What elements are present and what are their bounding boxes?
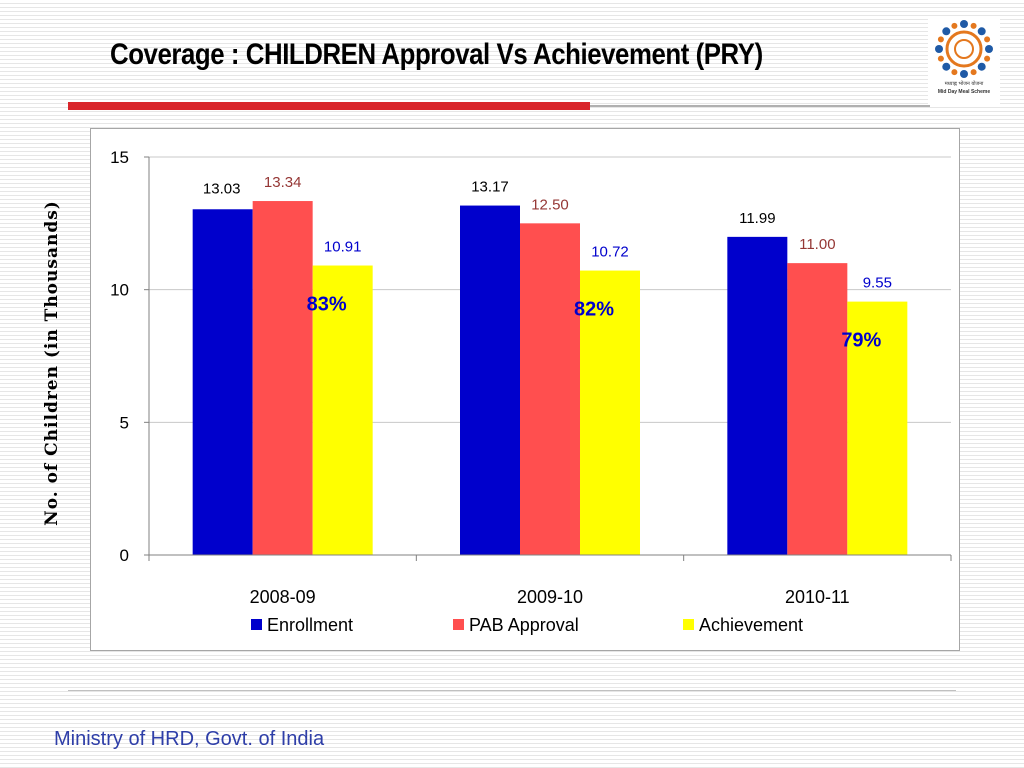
data-label-enrollment-2009-10: 13.17 — [471, 179, 509, 196]
data-label-achievement-2010-11: 9.55 — [863, 275, 892, 292]
bar-achievement-2009-10 — [580, 270, 640, 555]
y-tick-label-15: 15 — [110, 148, 129, 167]
data-label-enrollment-2008-09: 13.03 — [203, 180, 241, 197]
slide-title: Coverage : CHILDREN Approval Vs Achievem… — [110, 38, 763, 71]
data-label-pab-approval-2010-11: 11.00 — [799, 236, 835, 253]
bar-achievement-2008-09 — [312, 265, 373, 555]
logo-caption-hindi: मध्याह्न भोजन योजना — [944, 81, 984, 87]
footer-divider — [68, 690, 956, 691]
percent-annotation-2008-09: 83% — [307, 294, 347, 316]
logo-caption-english: Mid Day Meal Scheme — [937, 89, 991, 95]
legend-label-pab-approval: PAB Approval — [469, 615, 579, 635]
bar-enrollment-2009-10 — [460, 205, 520, 555]
footer-text: Ministry of HRD, Govt. of India — [54, 728, 325, 750]
title-underline-red — [68, 102, 590, 110]
data-label-pab-approval-2009-10: 12.50 — [531, 196, 569, 213]
x-tick-label-2008-09: 2008-09 — [250, 587, 316, 607]
children-circle-logo-icon — [935, 20, 993, 78]
percent-annotation-2009-10: 82% — [574, 299, 614, 321]
title-underline-grey — [590, 105, 930, 107]
percent-annotation-2010-11: 79% — [841, 330, 881, 352]
bar-pab-approval-2010-11 — [787, 263, 848, 555]
legend-swatch-achievement — [683, 619, 694, 630]
legend-swatch-enrollment — [251, 619, 262, 630]
bar-achievement-2010-11 — [847, 301, 908, 555]
data-label-pab-approval-2008-09: 13.34 — [264, 174, 302, 191]
x-tick-label-2009-10: 2009-10 — [517, 587, 583, 607]
bar-enrollment-2010-11 — [727, 236, 788, 555]
bar-pab-approval-2009-10 — [520, 223, 580, 555]
legend-swatch-pab-approval — [453, 619, 464, 630]
y-axis-title: No. of Children (in Thousands) — [42, 200, 62, 526]
y-tick-label-5: 5 — [120, 413, 129, 432]
bar-pab-approval-2008-09 — [252, 201, 313, 555]
bar-enrollment-2008-09 — [192, 209, 253, 555]
data-label-achievement-2009-10: 10.72 — [591, 244, 629, 261]
chart-area: 0 5 10 15 2008-09 2009-10 2010-11 13.03 13.34 10… — [90, 128, 960, 651]
mid-day-meal-logo: मध्याह्न भोजन योजना Mid Day Meal Scheme — [928, 18, 1000, 104]
y-tick-label-0: 0 — [120, 546, 129, 565]
y-tick-label-10: 10 — [110, 281, 129, 300]
legend-label-achievement: Achievement — [699, 615, 803, 635]
x-tick-label-2010-11: 2010-11 — [785, 587, 850, 607]
bar-chart: 0 5 10 15 2008-09 2009-10 2010-11 13.03 13.34 10… — [110, 148, 952, 635]
data-label-enrollment-2010-11: 11.99 — [739, 210, 775, 227]
legend-label-enrollment: Enrollment — [267, 615, 353, 635]
data-label-achievement-2008-09: 10.91 — [324, 239, 362, 256]
